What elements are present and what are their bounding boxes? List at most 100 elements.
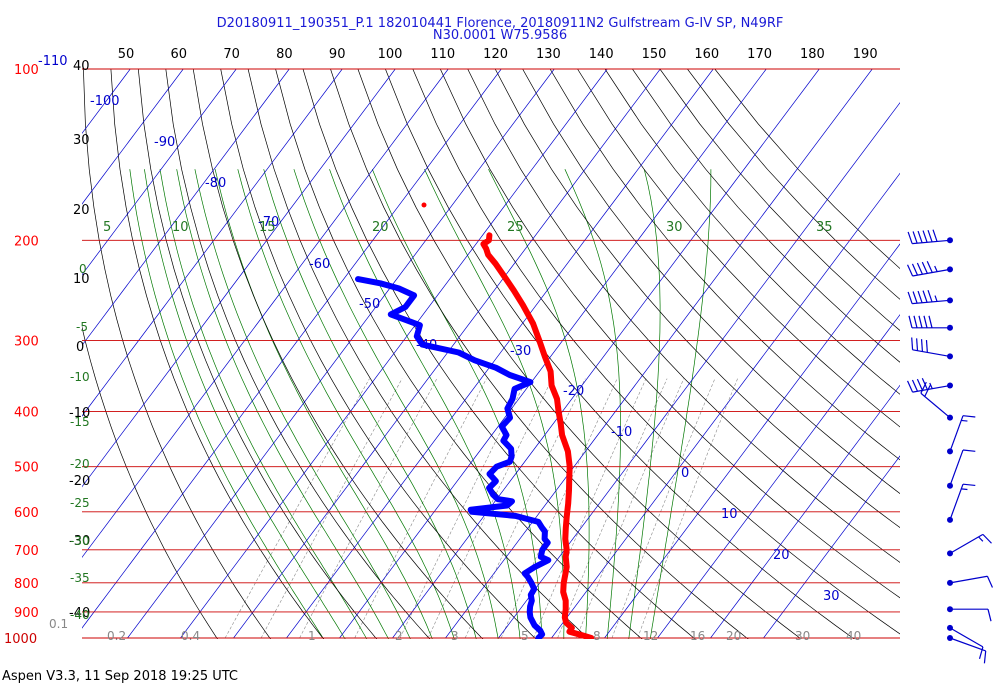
theta-label: 0 xyxy=(79,262,87,276)
wind-barb-staff xyxy=(949,533,984,554)
wind-barb-flag xyxy=(962,449,976,452)
mixing-ratio-label: 8 xyxy=(593,629,601,643)
dry-adiabat-line xyxy=(439,69,900,599)
dry-adiabat-line xyxy=(165,69,431,639)
celsius-tick-label: 20 xyxy=(73,203,90,218)
wind-barb-flag xyxy=(986,576,994,588)
wind-barb-staff xyxy=(912,239,951,245)
moist-adiabat-line xyxy=(649,169,712,639)
isotherm-label: -10 xyxy=(611,425,632,440)
dry-adiabat-line xyxy=(549,69,900,461)
mixing-ratio-label: 40 xyxy=(846,629,861,643)
wind-barb xyxy=(947,415,976,455)
wind-barb xyxy=(906,260,953,277)
pressure-label: 600 xyxy=(14,506,39,521)
sounding-traces xyxy=(355,202,595,639)
wind-barb-staff xyxy=(912,349,951,358)
dry-adiabat-line xyxy=(632,69,900,363)
wind-barb-flag xyxy=(916,262,923,275)
fahrenheit-tick-label: 180 xyxy=(800,47,825,62)
wind-barb xyxy=(947,449,976,489)
fahrenheit-tick-label: 90 xyxy=(329,47,346,62)
dry-adiabat-line xyxy=(275,69,643,639)
wind-barb-flag xyxy=(927,290,933,303)
theta-label: -20 xyxy=(70,457,90,471)
moist-adiabat-line xyxy=(628,169,661,639)
wind-barb-flag xyxy=(917,290,923,303)
wind-barb xyxy=(907,229,953,245)
isotherm-label: -80 xyxy=(205,176,226,191)
wind-barb-flag xyxy=(932,229,938,242)
moist-adiabats xyxy=(129,169,712,639)
dry-adiabat-line xyxy=(192,69,484,639)
isotherm-line xyxy=(233,69,661,639)
mixing-ratio-line xyxy=(637,378,738,639)
pressure-label: 300 xyxy=(14,334,39,349)
dry-adiabat-line xyxy=(604,69,900,395)
wind-barb-staff xyxy=(920,392,951,419)
pressure-label: 700 xyxy=(14,544,39,559)
fahrenheit-tick-label: 60 xyxy=(171,47,188,62)
mixing-ratio-line xyxy=(427,378,553,639)
pressure-label: 100 xyxy=(14,63,39,78)
isotherm-line xyxy=(82,69,502,629)
isotherm-line xyxy=(82,69,449,558)
dry-adiabat-line xyxy=(385,69,855,639)
wind-barb-flag xyxy=(917,230,923,243)
chart-title: D20180911_190351_P.1 182010441 Florence,… xyxy=(216,16,784,31)
fahrenheit-tick-label: 120 xyxy=(483,47,508,62)
isotherm-line xyxy=(339,69,767,639)
wind-barb-flag xyxy=(922,290,928,303)
isotherm-line xyxy=(180,69,608,639)
theta-e-label: 25 xyxy=(507,220,524,235)
wind-barb-flag xyxy=(926,260,933,273)
fahrenheit-tick-label: 100 xyxy=(378,47,403,62)
theta-label: -5 xyxy=(76,320,88,334)
dry-adiabat-line xyxy=(714,69,900,270)
isotherm-label: 0 xyxy=(681,466,689,481)
wind-barb-flag xyxy=(912,291,918,304)
isotherm-label: 30 xyxy=(823,589,840,604)
dry-adiabat-line xyxy=(247,69,590,639)
wind-barb-flag xyxy=(987,609,992,622)
mixing-ratio-label: 30 xyxy=(795,629,810,643)
moist-adiabat-line xyxy=(564,169,621,639)
wind-barb xyxy=(920,381,953,421)
celsius-tick-label: -20 xyxy=(69,474,90,489)
dry-adiabat-line xyxy=(220,69,537,639)
wind-barb-staff xyxy=(912,299,951,305)
isotherm-line xyxy=(763,455,900,639)
dry-adiabat-line xyxy=(659,69,900,331)
temperature-trace xyxy=(480,232,595,639)
dry-adiabat-line xyxy=(83,69,271,639)
dry-adiabat-line xyxy=(522,69,900,494)
mixing-ratio-label: 5 xyxy=(521,629,529,643)
wind-barb-flag xyxy=(922,230,928,243)
mixing-ratio-line xyxy=(224,378,370,639)
dry-adiabats xyxy=(82,69,900,639)
dry-adiabat-line xyxy=(687,69,900,300)
fahrenheit-tick-label: 150 xyxy=(642,47,667,62)
mixing-ratio-label: 3 xyxy=(451,629,459,643)
fahrenheit-tick-label: 140 xyxy=(589,47,614,62)
wind-barbs xyxy=(906,229,994,664)
wind-barb xyxy=(906,377,953,393)
isotherm-label: -30 xyxy=(510,344,531,359)
wind-barb-flag xyxy=(978,646,984,659)
pressure-label: 900 xyxy=(14,606,39,621)
theta-label: -30 xyxy=(70,534,90,548)
wind-barb-flag xyxy=(920,381,927,394)
wind-barb-flag xyxy=(913,315,918,328)
wind-barb-flag xyxy=(907,291,913,304)
wind-barb-flag xyxy=(923,315,928,328)
isotherm-line xyxy=(551,172,900,639)
pressure-label: 500 xyxy=(14,461,39,476)
isotherm-line xyxy=(82,69,237,276)
isotherm-line xyxy=(445,69,873,639)
isotherm-line xyxy=(82,69,396,488)
theta-label: -40 xyxy=(70,608,90,622)
dry-adiabat-line xyxy=(82,325,218,639)
wind-barb-staff xyxy=(949,627,984,648)
mixing-ratio-line xyxy=(354,378,487,639)
